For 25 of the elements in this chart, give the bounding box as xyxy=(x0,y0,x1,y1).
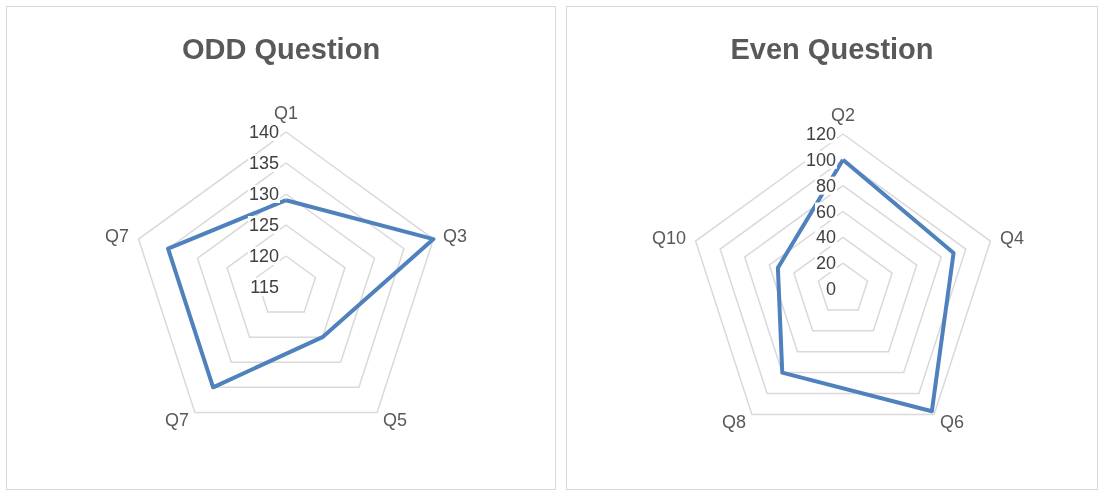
y-tick-label: 40 xyxy=(815,227,836,248)
y-tick-label: 80 xyxy=(815,175,836,196)
y-tick-label: 100 xyxy=(805,149,836,170)
spoke-label: Q5 xyxy=(382,410,407,431)
spoke-label: Q8 xyxy=(722,412,747,433)
spoke-label: Q6 xyxy=(939,412,964,433)
spoke-label: Q7 xyxy=(105,226,130,247)
y-tick-label: 120 xyxy=(248,246,279,266)
y-tick-label: 115 xyxy=(250,277,279,297)
spoke-label: Q4 xyxy=(999,228,1024,249)
y-tick-label: 60 xyxy=(815,201,836,222)
chart-title: ODD Question xyxy=(181,32,381,65)
chart-title: Even Question xyxy=(730,32,934,65)
y-tick-label: 140 xyxy=(248,122,279,142)
y-tick-label: 125 xyxy=(248,215,279,235)
y-tick-label: 130 xyxy=(248,184,279,204)
spoke-label: Q2 xyxy=(830,105,856,125)
y-tick-label: 20 xyxy=(815,253,836,274)
spoke-label: Q7 xyxy=(165,410,190,431)
spoke-label: Q10 xyxy=(652,228,687,249)
y-tick-label: 135 xyxy=(248,153,279,173)
y-tick-label: 0 xyxy=(825,279,836,299)
spoke-label: Q1 xyxy=(273,103,299,123)
spoke-label: Q3 xyxy=(442,226,467,247)
y-tick-label: 120 xyxy=(805,124,836,144)
